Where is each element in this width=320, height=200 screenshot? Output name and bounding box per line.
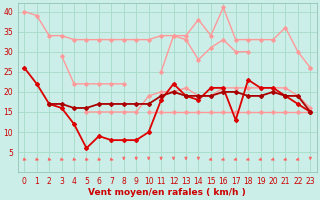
X-axis label: Vent moyen/en rafales ( km/h ): Vent moyen/en rafales ( km/h ): [88, 188, 246, 197]
